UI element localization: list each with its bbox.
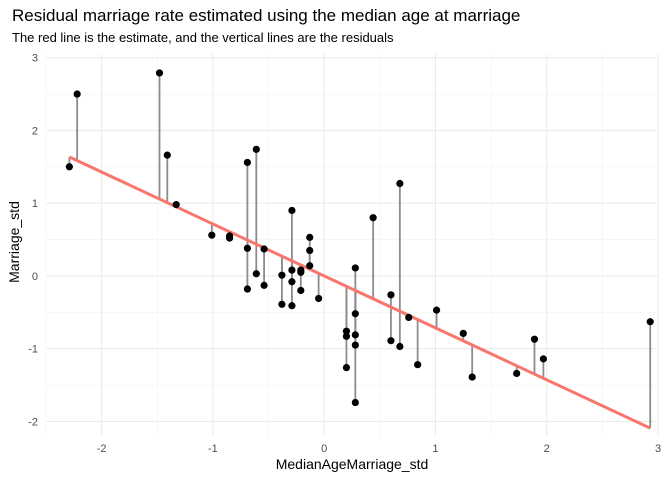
x-tick-label: -2 <box>97 443 107 455</box>
chart-subtitle: The red line is the estimate, and the ve… <box>12 30 394 45</box>
data-point <box>172 201 180 209</box>
x-tick-label: 0 <box>321 443 327 455</box>
chart-title: Residual marriage rate estimated using t… <box>12 6 521 25</box>
data-point <box>396 179 404 188</box>
data-point <box>369 214 377 222</box>
data-point <box>278 300 286 308</box>
data-point <box>351 310 359 318</box>
data-point <box>351 398 359 407</box>
y-tick-label: -2 <box>28 416 38 428</box>
data-point <box>468 373 476 381</box>
data-point <box>297 286 305 295</box>
data-point <box>306 262 314 270</box>
y-axis-label: Marriage_std <box>6 201 22 283</box>
x-tick-labels: -2 -1 0 1 2 3 <box>97 443 661 455</box>
x-axis-label: MedianAgeMarriage_std <box>275 456 429 472</box>
data-point <box>342 332 351 340</box>
data-point <box>252 270 260 278</box>
data-point <box>351 341 359 349</box>
data-point <box>539 355 547 363</box>
data-point <box>65 163 73 171</box>
data-point <box>646 318 654 326</box>
data-point <box>459 329 467 338</box>
x-tick-label: 1 <box>432 443 438 455</box>
data-point <box>342 364 351 372</box>
data-point <box>243 158 252 167</box>
data-point <box>414 361 422 369</box>
data-point <box>288 302 296 310</box>
data-point <box>260 281 268 289</box>
y-tick-label: 1 <box>32 198 38 210</box>
plot-panel <box>46 54 658 436</box>
y-tick-label: 2 <box>32 125 38 137</box>
data-point <box>351 331 359 339</box>
data-point <box>513 369 521 378</box>
residual-lines <box>68 72 652 429</box>
data-point <box>396 342 404 351</box>
data-point <box>387 291 395 299</box>
y-tick-label: -1 <box>28 344 38 356</box>
data-point <box>288 206 296 215</box>
data-point <box>288 278 296 286</box>
data-point <box>297 268 305 276</box>
data-point <box>530 335 539 343</box>
data-point <box>243 244 252 252</box>
data-point <box>306 233 314 241</box>
data-point <box>342 327 351 335</box>
data-point <box>306 246 314 255</box>
data-point <box>73 90 81 98</box>
data-point <box>155 69 164 77</box>
data-point <box>226 234 234 242</box>
data-point <box>315 294 323 303</box>
data-point <box>405 313 413 321</box>
data-point <box>432 306 441 314</box>
y-tick-labels: -2 -1 0 1 2 3 <box>28 53 38 429</box>
data-point <box>387 337 395 345</box>
data-point <box>288 266 296 274</box>
fit-line <box>68 155 651 430</box>
x-tick-label: -1 <box>208 443 218 455</box>
data-point <box>243 285 252 293</box>
y-tick-label: 3 <box>32 53 38 65</box>
data-points <box>65 69 654 407</box>
x-tick-label: 2 <box>544 443 550 455</box>
x-tick-label: 3 <box>655 443 661 455</box>
major-gridlines <box>46 54 659 436</box>
data-point <box>260 245 268 253</box>
data-point <box>208 231 216 239</box>
data-point <box>351 264 359 272</box>
data-point <box>163 151 171 159</box>
data-point <box>278 271 286 279</box>
y-tick-label: 0 <box>32 271 38 283</box>
data-point <box>252 145 260 153</box>
